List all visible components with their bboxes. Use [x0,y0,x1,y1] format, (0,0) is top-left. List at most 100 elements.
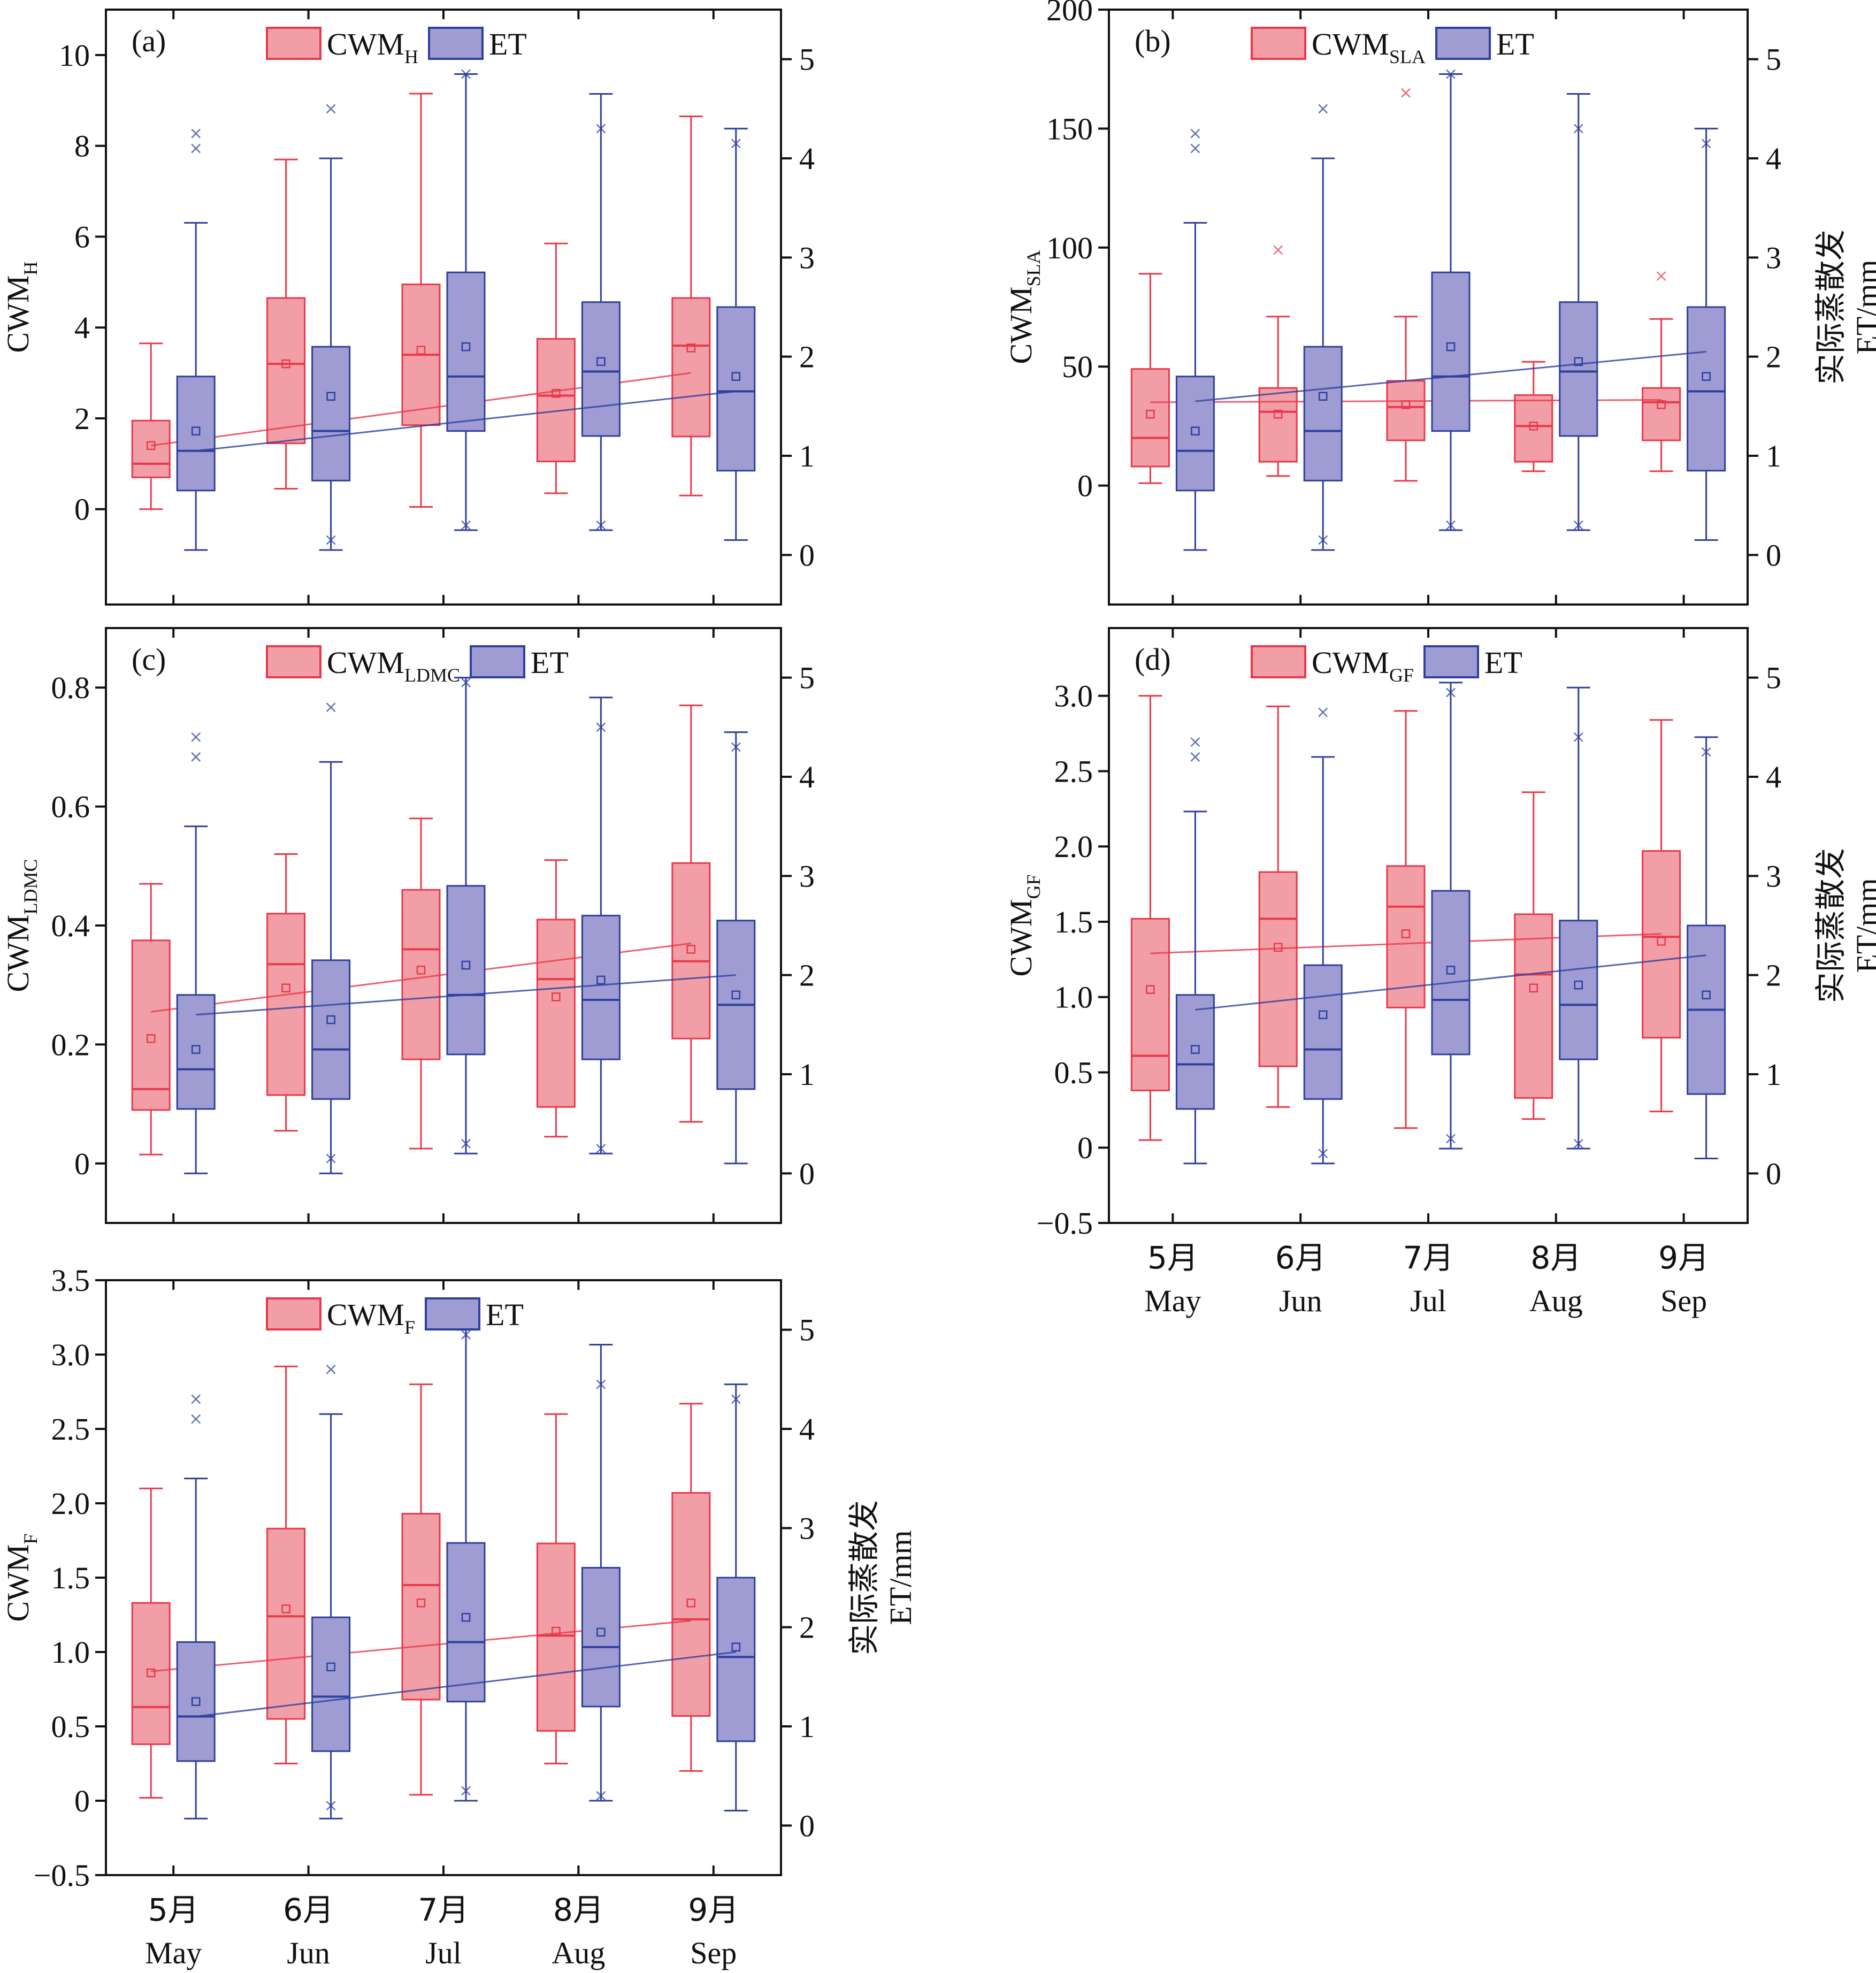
legend-label-cwm-sub: GF [1389,664,1414,686]
outlier-marker [326,1801,336,1811]
box-et-jun [311,104,351,551]
box-cwm-gf-may [1130,695,1170,1141]
iqr-box [401,889,441,1060]
x-tick-label-zh: 7月 [418,1892,469,1928]
x-tick-label-en: Aug [552,1936,605,1970]
legend-label-cwm-sub: H [404,46,418,67]
y2-tick-label: 5 [1766,42,1781,77]
mean-marker [1273,409,1283,419]
y-axis-label: CWMLDMC [1,859,41,992]
mean-marker [1273,943,1283,952]
y-tick-label: 1.5 [1054,905,1093,939]
outlier-marker [1446,687,1456,698]
y2-tick-label: 1 [799,439,815,473]
legend-swatch-et [470,645,526,678]
y2-axis-label: 实际蒸散发 [846,1500,882,1655]
outlier-marker [596,124,606,134]
y2-tick-label: 4 [799,1412,815,1447]
outlier-marker [191,1394,201,1404]
outlier-marker [1318,104,1328,114]
iqr-box [446,885,486,1056]
y-tick-label: 0.5 [1054,1055,1093,1090]
y2-tick-label: 3 [1766,859,1781,893]
iqr-box [1431,890,1471,1056]
outlier-marker [1701,139,1711,149]
iqr-box [536,1542,576,1732]
iqr-box [266,913,306,1096]
outlier-marker [731,1394,741,1404]
x-tick-label-en: May [145,1936,202,1970]
legend-swatch-et [425,1297,481,1330]
y-tick-label: 8 [74,129,90,164]
y2-tick-label: 1 [1766,439,1781,473]
outlier-marker [461,1330,471,1340]
y-axis-label: CWMGF [1004,874,1044,976]
box-cwm-f-aug [536,1413,576,1764]
iqr-box [671,862,711,1039]
outlier-marker [1446,69,1456,79]
box-et-may [176,1394,216,1819]
box-cwm-sla-sep [1642,271,1681,472]
box-cwm-gf-aug [1514,791,1553,1120]
box-et-aug [1559,686,1598,1150]
outlier-marker [596,1144,606,1153]
y-axis-label-sub: F [20,1533,41,1544]
box-et-sep [716,1383,756,1812]
box-et-jul [446,69,486,531]
box-et-may [176,128,216,551]
iqr-box [581,301,621,437]
y2-tick-label: 5 [799,661,815,695]
legend: CWMLDMC ET [266,645,569,686]
iqr-box [671,297,711,438]
legend-label-cwm: CWMGF [1312,645,1414,686]
y-tick-label: 200 [1046,0,1093,27]
iqr-box [1175,994,1215,1110]
mean-marker [326,1015,335,1024]
y2-tick-label: 3 [799,1511,815,1546]
mean-marker [731,1642,741,1651]
mean-marker [461,1612,471,1622]
outlier-marker [326,104,336,114]
box-et-jun [311,1364,351,1819]
mean-marker [1657,400,1666,409]
iqr-box [1258,871,1298,1067]
iqr-box [131,1602,171,1745]
y2-tick-label: 0 [799,1156,815,1191]
iqr-box [1642,387,1681,441]
outlier-marker [1190,752,1200,762]
box-cwm-h-jun [266,158,306,490]
legend-label-cwm-base: CWM [1312,645,1389,680]
box-cwm-h-sep [671,115,711,496]
y-tick-label: 0 [1077,1130,1093,1165]
y-axis-label-base: CWM [1,1544,35,1622]
mean-marker [1574,357,1583,366]
y-tick-label: 0.5 [51,1709,90,1744]
legend: CWMH ET [266,27,527,67]
box-cwm-sla-jul [1386,88,1426,482]
outlier-marker [461,69,471,79]
y2-tick-label: 4 [799,760,815,794]
y-axis-label-base: CWM [1004,899,1038,977]
box-cwm-f-jun [266,1365,306,1764]
y-tick-label: 0 [74,492,90,527]
legend-label-cwm: CWMH [327,27,418,67]
mean-marker [686,1599,696,1608]
iqr-box [446,1542,486,1703]
y-axis-label: CWMSLA [1004,250,1044,364]
box-cwm-ldmc-may [131,883,171,1156]
y2-tick-label: 4 [1766,760,1781,794]
trend-line-et [196,391,736,452]
panel-label: (a) [132,24,166,58]
outlier-marker [461,1138,471,1149]
mean-marker [1702,372,1711,381]
outlier-marker [1318,535,1328,545]
outlier-marker [461,678,471,687]
legend: CWMSLA ET [1251,27,1534,67]
box-et-aug [1559,93,1598,531]
y2-axis-label: ET/mm [883,1530,918,1625]
y-tick-label: −0.5 [34,1858,90,1893]
